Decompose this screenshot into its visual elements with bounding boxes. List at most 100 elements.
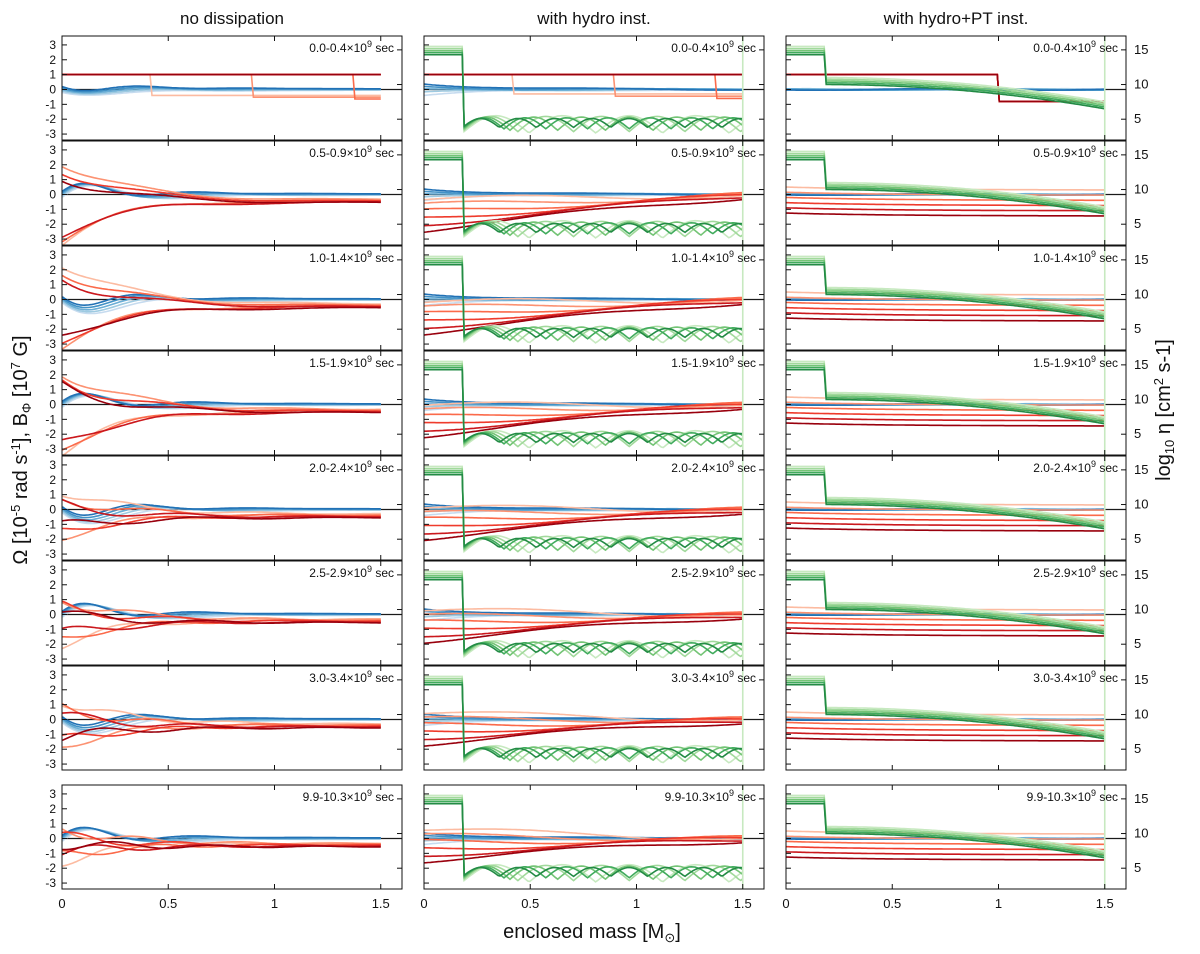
y-tick-label-left: 1 [49, 68, 56, 82]
eta-curve [786, 473, 1105, 530]
y-tick-label-left: -2 [45, 112, 56, 126]
y-tick-label-left: -3 [45, 757, 56, 771]
eta-curve [786, 263, 1105, 320]
curve-group [424, 456, 764, 560]
omega-curve [62, 274, 381, 307]
panel-time-label: 1.0-1.4×109 sec [671, 249, 756, 265]
omega-curve [62, 381, 381, 414]
curve-group [62, 826, 402, 867]
bphi-curve [62, 182, 381, 197]
eta-curve [786, 796, 1105, 854]
eta-curve [786, 158, 1105, 215]
panel-r2-c2: 0.5-0.9×109 sec [423, 140, 765, 246]
x-tick-label: 1.5 [1096, 896, 1114, 911]
y-tick-label-right: 15 [1134, 147, 1148, 162]
y-tick-label-right: 10 [1134, 826, 1148, 841]
panel-time-label: 0.0-0.4×109 sec [1033, 39, 1118, 55]
curve-group [424, 785, 764, 889]
y-tick-label-left: 3 [49, 143, 56, 157]
eta-curve [786, 255, 1105, 313]
omega-curve [62, 173, 381, 202]
y-tick-label-right: 5 [1134, 321, 1141, 336]
x-tick-label: 0.5 [159, 896, 177, 911]
panel-frame [423, 665, 765, 771]
omega-curve [786, 627, 1105, 632]
eta-curve [424, 158, 743, 234]
column-title-3: with hydro+PT inst. [883, 9, 1029, 28]
omega-curve [424, 616, 743, 638]
y-tick-label-left: 1 [49, 488, 56, 502]
y-tick-label-right: 5 [1134, 636, 1141, 651]
panel-frame [61, 35, 403, 141]
panel-frame [785, 245, 1127, 351]
eta-curve [786, 150, 1105, 208]
eta-curve [786, 368, 1105, 425]
y-tick-label-right: 10 [1134, 392, 1148, 407]
omega-curve [62, 201, 381, 238]
y-tick-label-right: 10 [1134, 497, 1148, 512]
y-tick-label-left: -1 [45, 517, 56, 531]
panel-r6-c2: 2.5-2.9×109 sec [423, 560, 765, 666]
eta-curve [424, 152, 744, 238]
bphi-curve [424, 293, 743, 301]
omega-curve [786, 851, 1105, 856]
panel-time-label: 2.5-2.9×109 sec [309, 564, 394, 580]
omega-curve [62, 840, 381, 851]
panel-frame [423, 455, 765, 561]
panel-time-label: 0.0-0.4×109 sec [309, 39, 394, 55]
panel-time-label: 3.0-3.4×109 sec [1033, 669, 1118, 685]
y-tick-label-right: 15 [1134, 252, 1148, 267]
omega-curve [62, 267, 381, 305]
eta-curve [786, 570, 1105, 628]
panel-time-label: 1.0-1.4×109 sec [309, 249, 394, 265]
eta-curve [424, 572, 744, 658]
column-title-1: no dissipation [180, 9, 284, 28]
eta-curve [786, 677, 1105, 735]
panel-time-label: 2.0-2.4×109 sec [309, 459, 394, 475]
eta-curve [786, 679, 1105, 737]
curve-group [786, 666, 1126, 770]
eta-curve [786, 576, 1105, 633]
panel-frame [423, 35, 765, 141]
y-tick-label-left: 1 [49, 278, 56, 292]
panel-frame [785, 784, 1127, 890]
eta-curve [424, 683, 743, 759]
panel-r4-c2: 1.5-1.9×109 sec [423, 350, 765, 456]
eta-curve [786, 51, 1105, 108]
curve-group [786, 36, 1126, 140]
eta-curve [786, 257, 1105, 315]
x-tick-label: 1 [633, 896, 640, 911]
omega-curve [786, 317, 1105, 322]
omega-curve [424, 192, 743, 204]
omega-curve [424, 507, 743, 516]
y-tick-label-left: 3 [49, 563, 56, 577]
eta-curve [786, 49, 1105, 107]
y-tick-label-left: -3 [45, 876, 56, 890]
bphi-curve [62, 713, 381, 727]
y-tick-label-left: 1 [49, 173, 56, 187]
y-tick-label-right: 10 [1134, 707, 1148, 722]
panel-frame [61, 350, 403, 456]
eta-curve [786, 259, 1105, 317]
y-tick-label-left: 3 [49, 248, 56, 262]
omega-curve [424, 73, 743, 97]
y-tick-label-left: -3 [45, 547, 56, 561]
curve-group [786, 561, 1126, 665]
omega-curve [62, 705, 381, 725]
y-tick-label-left: -1 [45, 622, 56, 636]
omega-curve [62, 279, 381, 308]
omega-curve [62, 166, 381, 201]
curve-group [62, 495, 402, 541]
eta-curve [786, 681, 1105, 738]
omega-curve [424, 611, 743, 620]
curve-group [424, 561, 764, 665]
y-tick-label-right: 15 [1134, 357, 1148, 372]
y-tick-label-left: -2 [45, 637, 56, 651]
panel-time-label: 0.5-0.9×109 sec [671, 144, 756, 160]
curve-group [62, 376, 402, 455]
